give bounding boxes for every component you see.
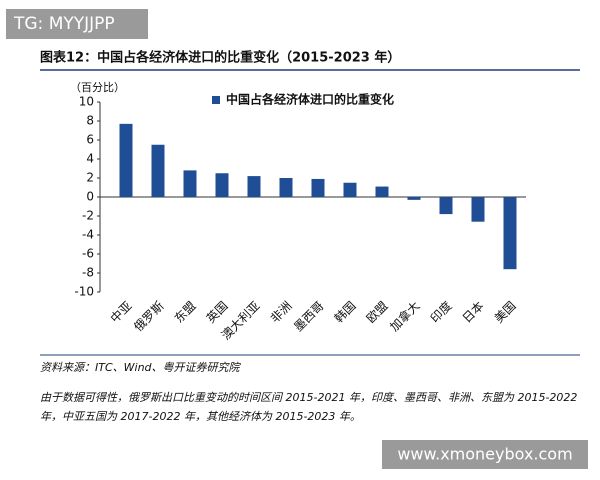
y-tick-label: 10 [79,95,94,109]
x-tick-label: 中亚 [107,298,135,326]
bar [151,144,165,197]
bar [311,178,325,197]
site-box [382,440,588,469]
bar [439,197,453,215]
source: 资料来源：ITC、Wind、粤开证券研究院 [40,361,242,374]
y-tick-label: -4 [82,228,94,242]
y-tick-label: -8 [82,266,94,280]
x-tick-label: 俄罗斯 [131,299,166,334]
y-axis-label: （百分比） [70,81,125,94]
bar [279,178,293,197]
watermark-box [6,9,148,39]
bar [119,123,133,197]
x-tick-label: 美国 [492,299,519,326]
x-tick-label: 东盟 [172,299,199,326]
note-line: 由于数据可得性，俄罗斯出口比重变动的时间区间 2015-2021 年，印度、墨西… [40,391,577,404]
bar [407,197,421,200]
bar [343,182,357,197]
y-tick-label: 8 [86,114,94,128]
x-tick-label: 英国 [204,299,231,326]
bar [215,173,229,197]
x-tick-label: 日本 [460,299,487,326]
y-tick-label: -2 [82,209,94,223]
y-tick-label: -10 [74,285,94,299]
bar [503,197,517,270]
bar [471,197,485,222]
watermark: TG: MYYJJPP [13,14,115,34]
legend-label: 中国占各经济体进口的比重变化 [226,92,394,107]
bar [247,176,261,197]
y-tick-label: 2 [86,171,94,185]
x-tick-label: 印度 [427,298,455,326]
legend-swatch [212,96,220,104]
x-tick-label: 非洲 [268,299,295,326]
x-tick-label: 加拿大 [387,298,423,334]
x-tick-label: 墨西哥 [291,299,326,334]
note-line: 年，中亚五国为 2017-2022 年，其他经济体为 2015-2023 年。 [40,410,361,423]
y-tick-label: 6 [86,133,94,147]
y-tick-label: -6 [82,247,94,261]
bar [183,170,197,197]
y-tick-label: 0 [86,190,94,204]
site: www.xmoneybox.com [397,445,572,464]
x-tick-label: 欧盟 [364,299,391,326]
chart-title: 图表12：中国占各经济体进口的比重变化（2015-2023 年） [40,50,400,66]
y-tick-label: 4 [86,152,94,166]
bar [375,186,389,197]
x-tick-label: 韩国 [331,298,359,326]
